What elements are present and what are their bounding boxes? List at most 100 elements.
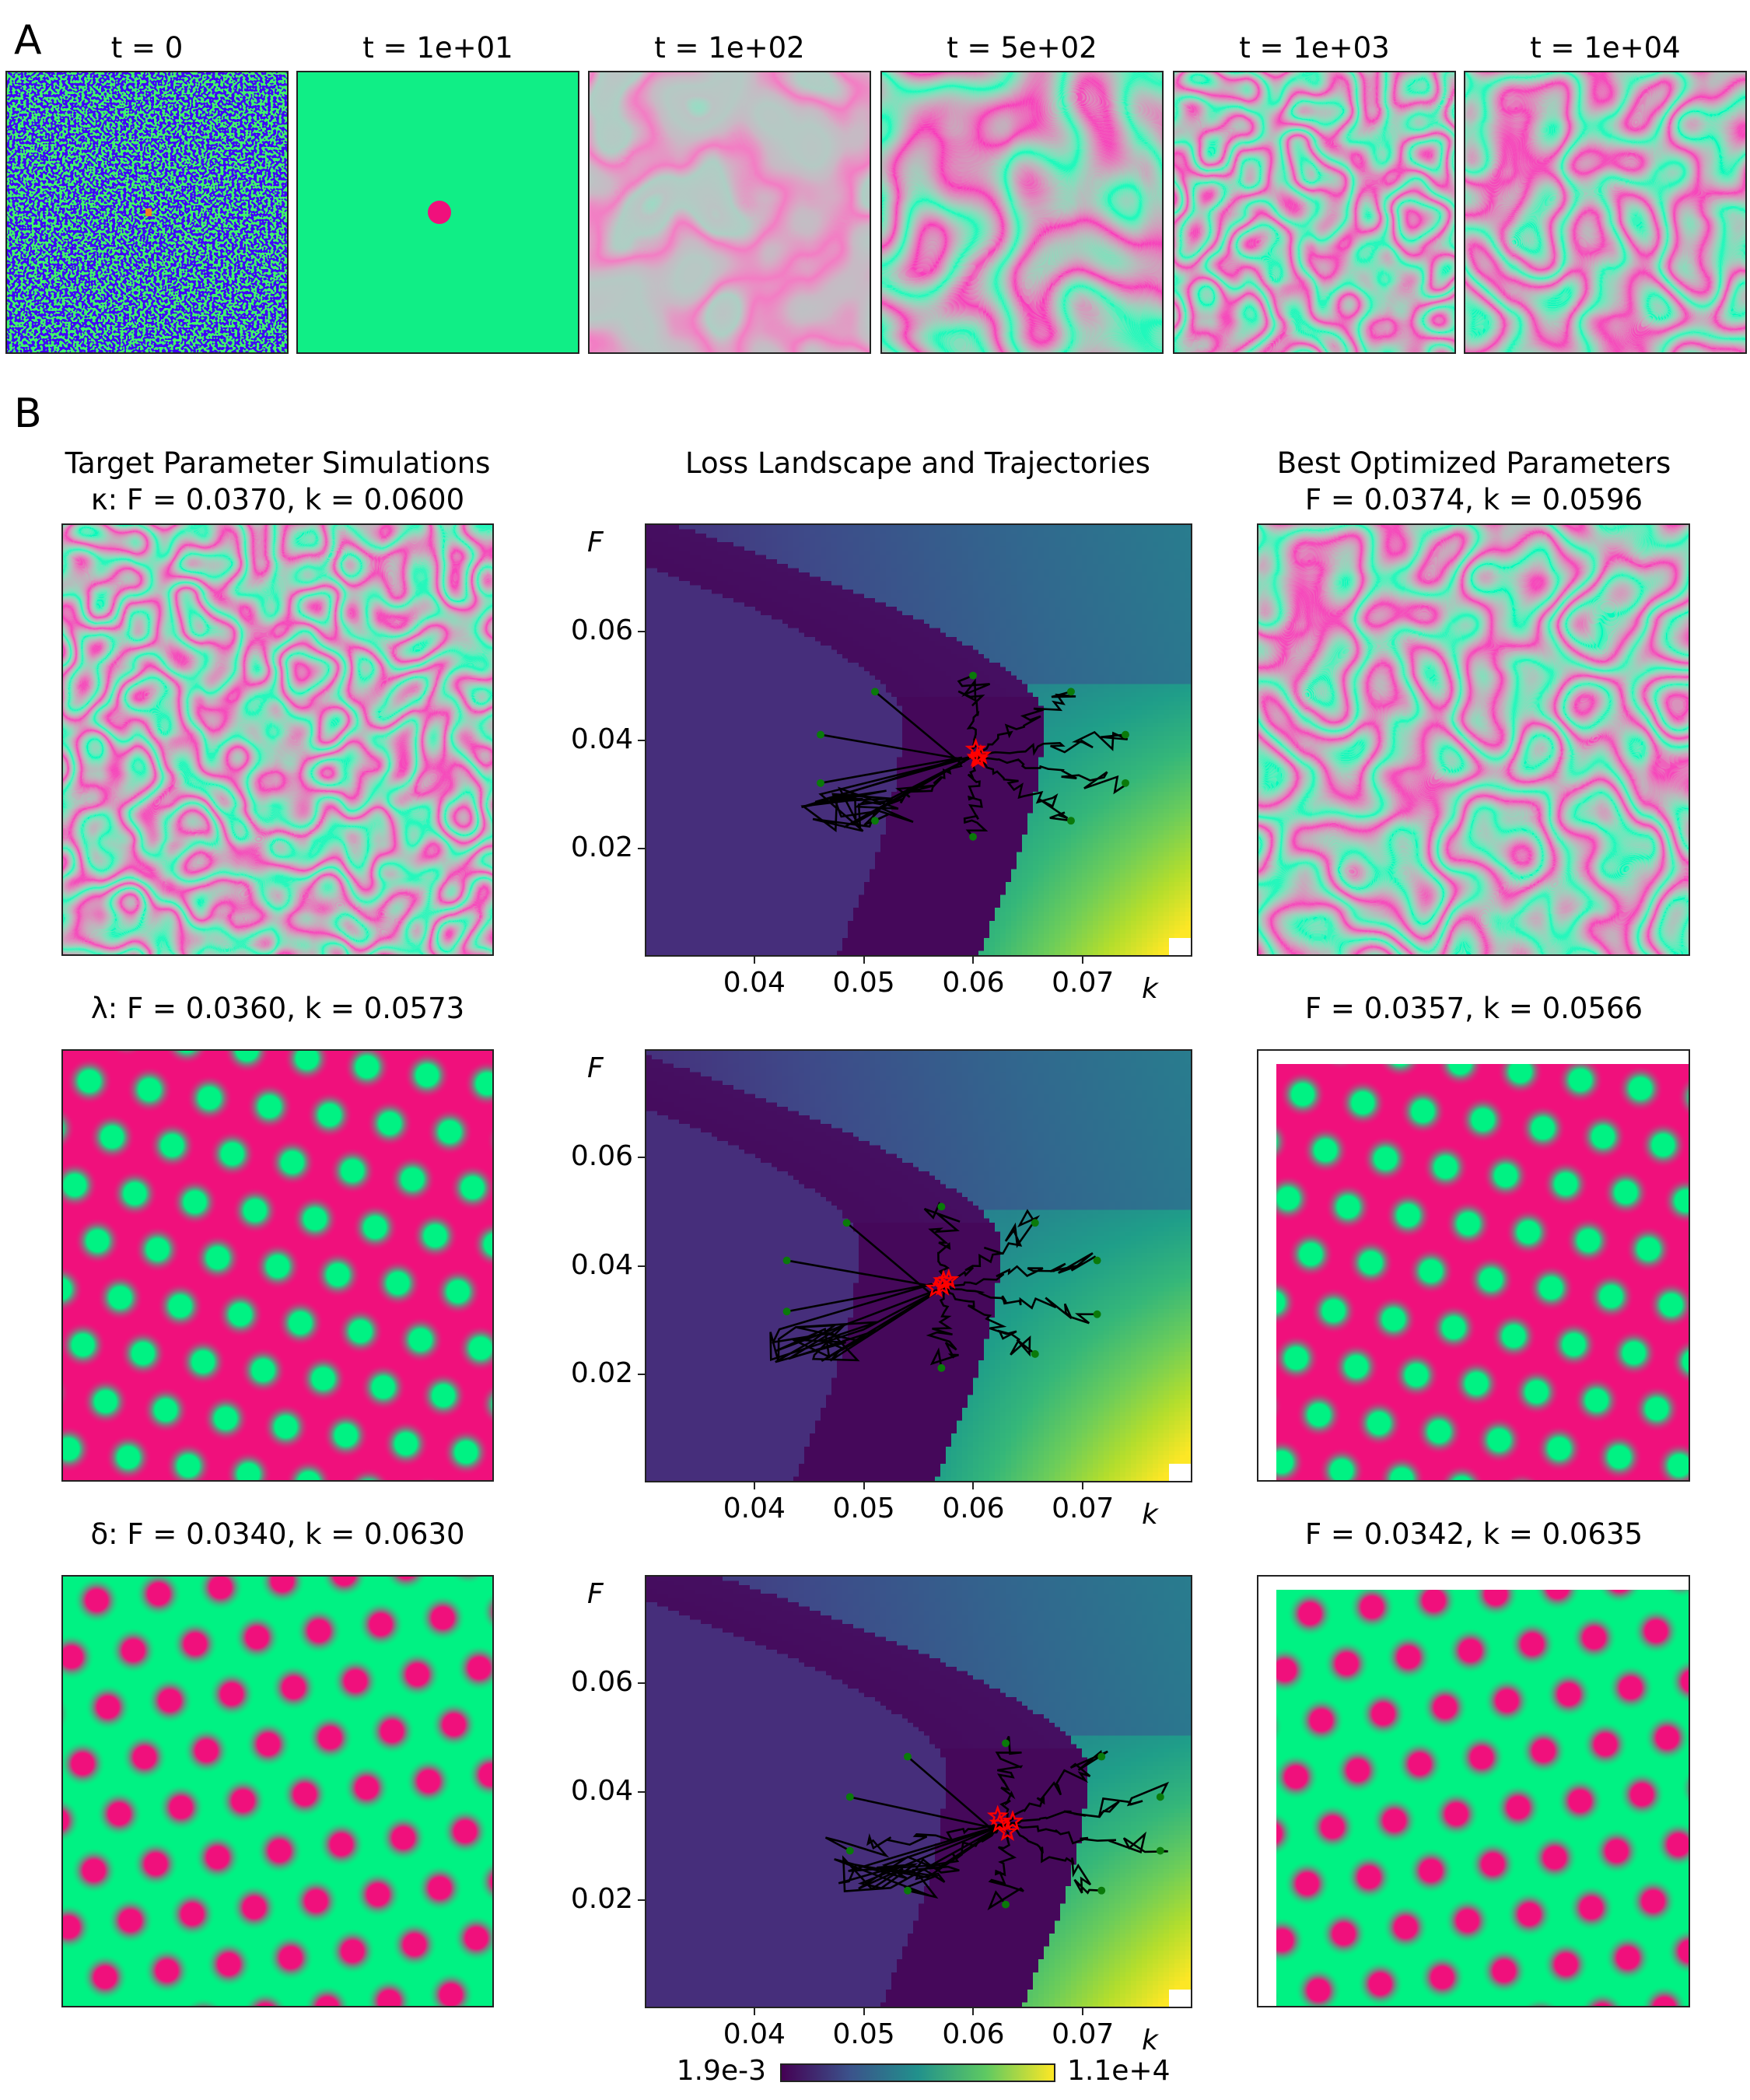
frame-image-t10000 <box>1464 71 1747 354</box>
target-label-0: κ: F = 0.0370, k = 0.0600 <box>90 483 465 516</box>
best-simulation-image-2 <box>1257 1575 1690 2007</box>
y-tick-mark <box>638 1157 645 1159</box>
trajectory-line <box>972 755 1072 822</box>
trajectory-line <box>972 691 1076 758</box>
frame-title-3: t = 5e+02 <box>947 31 1097 65</box>
start-point-marker <box>1067 817 1075 825</box>
start-point-marker <box>871 817 879 825</box>
start-point-marker <box>845 1793 854 1801</box>
start-point-marker <box>969 832 977 841</box>
x-tick-mark <box>753 957 755 964</box>
start-point-marker <box>782 1307 791 1316</box>
trajectory-line <box>1005 1781 1170 1825</box>
loss-heatmap-1 <box>646 1051 1191 1481</box>
x-tick-mark <box>863 1482 865 1489</box>
frame-title-5: t = 1e+04 <box>1530 31 1681 65</box>
loss-landscape-plot-2 <box>645 1575 1192 2008</box>
best-point-marker <box>964 737 987 759</box>
x-tick-mark <box>972 2008 975 2015</box>
x-tick-mark <box>972 957 975 964</box>
trajectory-line <box>907 1755 996 1833</box>
x-tick-label: 0.07 <box>1052 1493 1115 1524</box>
y-tick-label: 0.04 <box>570 723 633 755</box>
trajectory-line <box>957 674 991 757</box>
frame-image-t10 <box>296 71 579 354</box>
y-tick-label: 0.04 <box>570 1248 633 1281</box>
colorbar-min-label: 1.9e-3 <box>676 2055 766 2087</box>
y-axis-label-2: F <box>587 1578 604 1610</box>
best-label-1: F = 0.0357, k = 0.0566 <box>1304 992 1643 1025</box>
start-point-marker <box>1093 1310 1101 1318</box>
start-point-marker <box>1122 779 1129 787</box>
trajectory-line <box>786 1259 933 1287</box>
start-point-marker <box>817 779 824 787</box>
x-tick-label: 0.06 <box>942 967 1005 999</box>
x-tick-label: 0.07 <box>1052 2018 1115 2050</box>
start-point-marker <box>1156 1793 1164 1801</box>
start-point-marker <box>871 688 879 696</box>
target-label-1: λ: F = 0.0360, k = 0.0573 <box>90 992 465 1025</box>
y-tick-label: 0.02 <box>570 831 633 863</box>
trajectory-line <box>943 1286 1036 1357</box>
frame-image-t500 <box>880 71 1164 354</box>
x-tick-label: 0.05 <box>832 967 895 999</box>
trajectory-line <box>820 733 963 761</box>
x-tick-label: 0.04 <box>723 2018 786 2050</box>
start-point-marker <box>845 1846 854 1855</box>
y-tick-mark <box>638 1790 645 1793</box>
start-point-marker <box>904 1886 912 1895</box>
best-point-marker <box>933 1269 954 1290</box>
target-label-2: δ: F = 0.0340, k = 0.0630 <box>90 1517 465 1551</box>
start-point-marker <box>1031 1349 1039 1358</box>
start-point-marker <box>1031 1219 1039 1227</box>
y-tick-mark <box>638 739 645 741</box>
frame-title-1: t = 1e+01 <box>362 31 513 65</box>
x-tick-mark <box>863 2008 865 2015</box>
start-point-marker <box>969 671 977 680</box>
y-tick-mark <box>638 1373 645 1375</box>
start-point-marker <box>1122 730 1129 739</box>
y-tick-label: 0.02 <box>570 1356 633 1389</box>
best-point-marker <box>967 747 989 768</box>
x-tick-label: 0.06 <box>942 1493 1005 1524</box>
start-point-marker <box>1093 1256 1101 1265</box>
target-simulation-image-1 <box>61 1049 494 1482</box>
target-simulation-image-0 <box>61 523 494 956</box>
start-point-marker <box>782 1256 791 1265</box>
panel-b-letter: B <box>14 390 42 437</box>
start-point-marker <box>937 1202 946 1211</box>
y-axis-label-0: F <box>587 527 604 558</box>
y-tick-label: 0.06 <box>570 614 633 647</box>
trajectory-line <box>972 754 1129 795</box>
frame-title-4: t = 1e+03 <box>1239 31 1390 65</box>
trajectory-line <box>1005 1822 1102 1895</box>
start-point-marker <box>1097 1886 1106 1895</box>
y-tick-mark <box>638 1899 645 1901</box>
start-point-marker <box>1002 1900 1010 1909</box>
y-tick-label: 0.02 <box>570 1882 633 1915</box>
colorbar <box>780 2063 1055 2082</box>
y-tick-mark <box>638 847 645 849</box>
frame-image-t0 <box>5 71 289 354</box>
loss-landscape-plot-1 <box>645 1049 1192 1482</box>
x-tick-label: 0.05 <box>832 2018 895 2050</box>
loss-landscape-plot-0 <box>645 523 1192 957</box>
x-axis-label-0: k <box>1142 973 1158 1005</box>
col-title-target: Target Parameter Simulations <box>65 446 491 480</box>
col-title-best: Best Optimized Parameters <box>1276 446 1671 480</box>
x-tick-mark <box>1082 2008 1084 2015</box>
start-point-marker <box>904 1752 912 1761</box>
y-tick-mark <box>638 1682 645 1685</box>
start-point-marker <box>937 1363 946 1372</box>
start-point-marker <box>1097 1752 1106 1761</box>
x-tick-mark <box>863 957 865 964</box>
best-simulation-image-1 <box>1257 1049 1690 1482</box>
trajectory-line <box>995 1735 1024 1825</box>
loss-heatmap-0 <box>646 525 1191 955</box>
frame-title-2: t = 1e+02 <box>654 31 805 65</box>
trajectories-1 <box>769 1201 1101 1372</box>
frame-title-0: t = 0 <box>110 31 184 65</box>
frame-image-t1000 <box>1173 71 1456 354</box>
trajectory-line <box>1005 1822 1168 1853</box>
x-tick-mark <box>1082 1482 1084 1489</box>
